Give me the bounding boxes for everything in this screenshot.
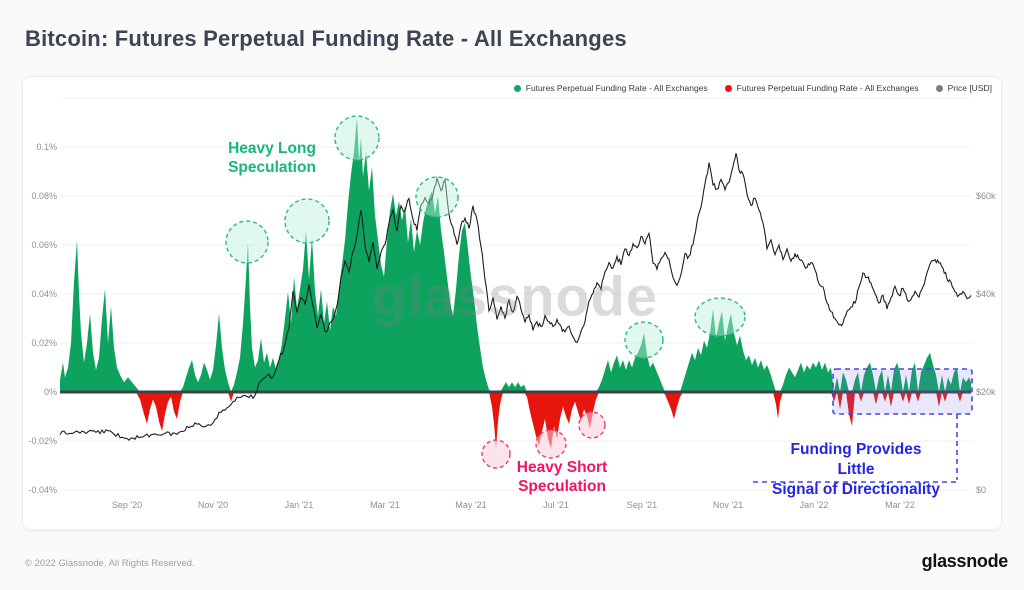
y-axis-right-tick: $0 [976,485,987,495]
annotation-line: Signal of Directionality [772,481,940,498]
y-axis-right-tick: $20k [976,387,996,397]
legend-item-0[interactable]: Futures Perpetual Funding Rate - All Exc… [513,83,708,93]
short-speculation-circle [535,429,567,459]
legend-dot-icon [935,84,943,92]
y-axis-left-tick: -0.02% [28,436,57,446]
y-axis-left-tick: 0.1% [36,142,57,152]
legend-label: Futures Perpetual Funding Rate - All Exc… [525,83,708,93]
long-speculation-circle [694,297,746,337]
x-axis-tick: Mar '22 [885,500,915,510]
legend-item-1[interactable]: Futures Perpetual Funding Rate - All Exc… [724,83,919,93]
annotation-funding-signal: Funding Provides Little Signal of Direct… [772,440,940,500]
x-axis-tick: Mar '21 [370,500,400,510]
funding-rate-positive-area [60,117,971,392]
legend-label: Futures Perpetual Funding Rate - All Exc… [736,83,919,93]
short-speculation-circle [481,439,511,469]
annotation-heavy-short-speculation: Heavy Short Speculation [517,458,607,496]
long-speculation-circle [334,115,380,161]
x-axis-tick: May '21 [455,500,487,510]
long-speculation-circle [415,176,459,218]
y-axis-left-tick: 0.08% [31,191,57,201]
legend-dot-icon [724,84,732,92]
annotation-line: Heavy Short [516,459,608,476]
short-speculation-circle [578,411,606,439]
annotation-line: Funding Provides Little [790,441,922,478]
x-axis-tick: Jul '21 [543,500,569,510]
low-signal-highlight-rect [832,368,973,415]
y-axis-right-tick: $40k [976,289,996,299]
x-axis-tick: Sep '20 [111,500,143,510]
annotation-line: Speculation [518,478,606,495]
annotation-line: Speculation [228,159,316,176]
x-axis-tick: Nov '20 [197,500,229,510]
page-title: Bitcoin: Futures Perpetual Funding Rate … [25,26,627,51]
y-axis-left-tick: 0.04% [31,289,57,299]
y-axis-left-tick: 0% [43,387,57,397]
y-axis-right-tick: $60k [976,191,996,201]
x-axis-tick: Nov '21 [712,500,744,510]
annotation-line: Heavy Long [228,140,316,157]
x-axis-tick: Jan '21 [284,500,314,510]
legend-label: Price [USD] [947,83,992,93]
legend-item-2[interactable]: Price [USD] [935,83,992,93]
x-axis-tick: Jan '22 [799,500,829,510]
glassnode-logo: glassnode [921,551,1009,571]
y-axis-left-tick: 0.06% [31,240,57,250]
y-axis-left-tick: 0.02% [31,338,57,348]
chart-legend: Futures Perpetual Funding Rate - All Exc… [513,83,992,93]
annotation-heavy-long-speculation: Heavy Long Speculation [228,139,316,177]
long-speculation-circle [225,220,269,264]
price-usd-line [59,153,972,441]
legend-dot-icon [513,84,521,92]
y-axis-left-tick: -0.04% [28,485,57,495]
copyright-text: © 2022 Glassnode. All Rights Reserved. [25,558,195,569]
long-speculation-circle [624,321,664,359]
funding-rate-negative-area [60,392,971,449]
long-speculation-circle [284,198,330,244]
chart-card [22,76,1002,530]
x-axis-tick: Sep '21 [626,500,658,510]
